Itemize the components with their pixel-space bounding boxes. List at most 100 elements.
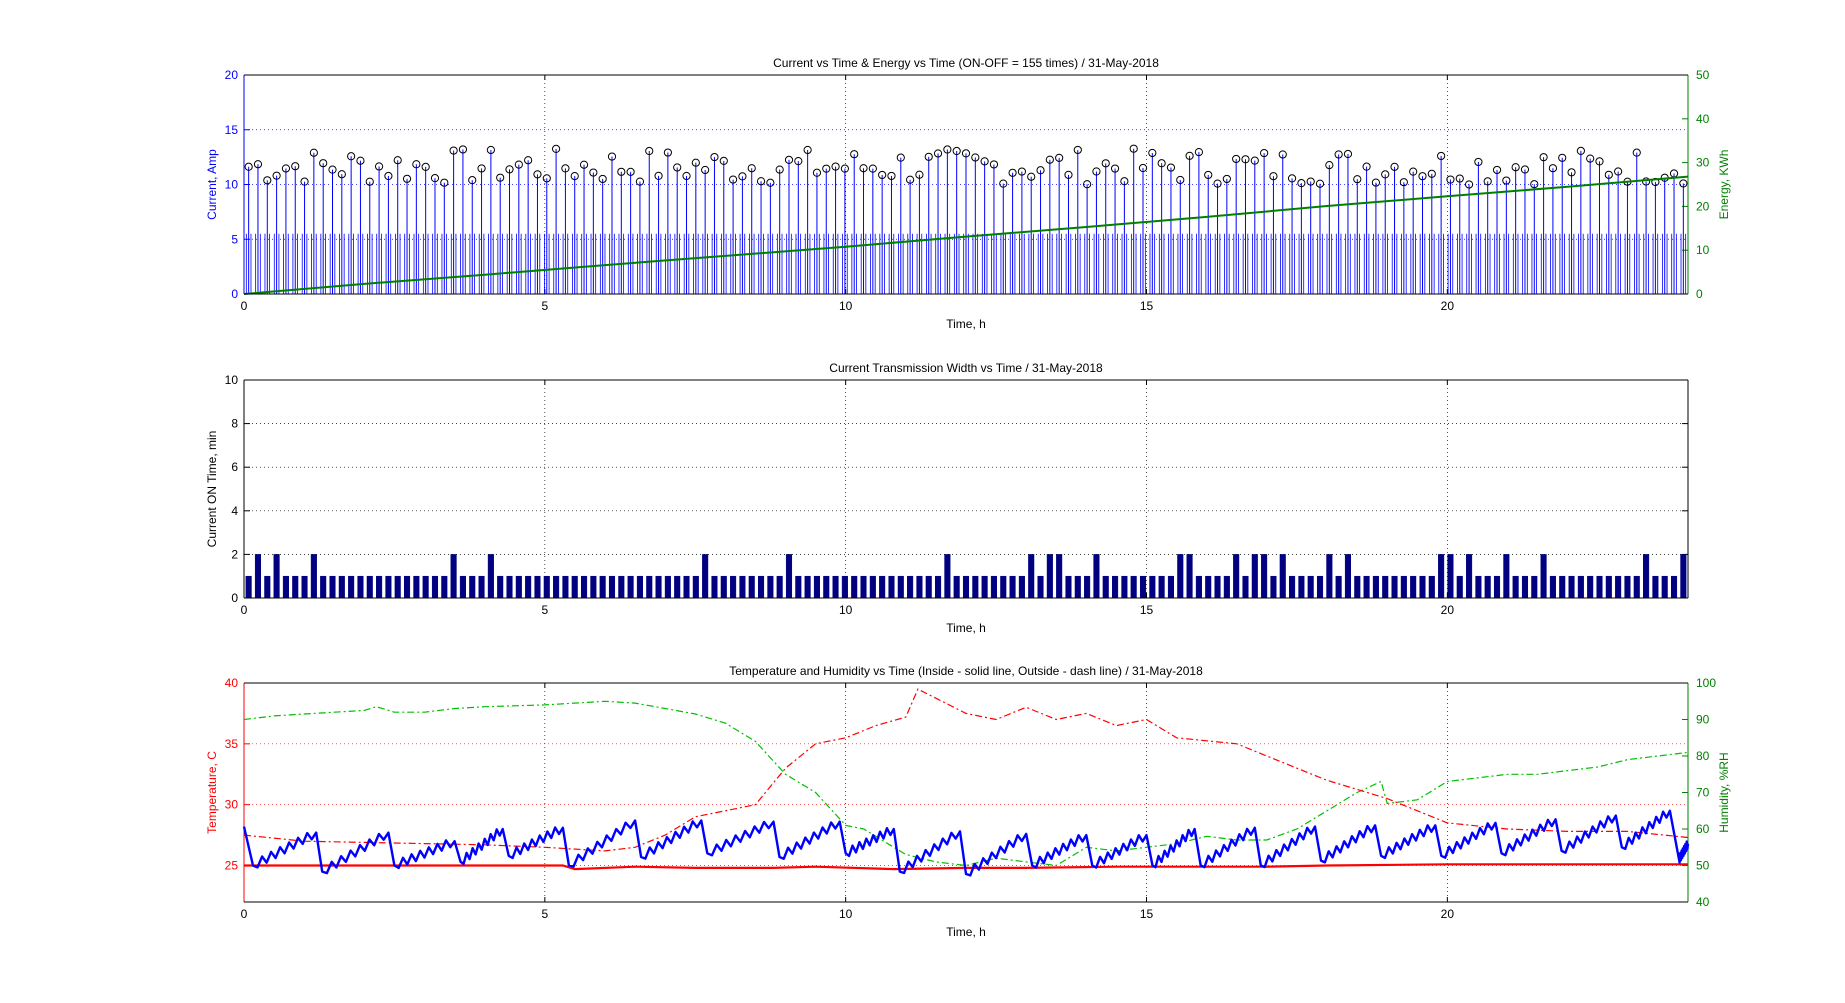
on-time-bar-102: [1195, 575, 1202, 599]
y-axis-label-0: Current, Amp: [205, 149, 219, 220]
on-time-bar-5: [292, 575, 299, 599]
on-time-bar-18: [413, 575, 420, 599]
on-time-bar-29: [515, 575, 522, 599]
current-peak-marker-0: [244, 162, 253, 171]
current-peak-marker-85: [1036, 166, 1045, 175]
current-peak-marker-21: [440, 178, 449, 187]
current-peak-marker-136: [1511, 163, 1520, 172]
x-tick-label-2-0: 0: [241, 907, 248, 921]
on-time-bar-120: [1363, 575, 1370, 599]
current-peak-marker-96: [1138, 163, 1148, 173]
on-time-bar-60: [804, 575, 811, 599]
on-time-bar-108: [1251, 554, 1258, 599]
y-tick-label-0-4: 20: [225, 68, 239, 82]
current-peak-marker-35: [570, 171, 579, 181]
y-tick-label-2-0: 25: [225, 859, 239, 873]
on-time-bar-53: [739, 575, 746, 599]
on-time-bar-58: [785, 554, 793, 599]
current-peak-marker-88: [1064, 170, 1073, 179]
current-peak-marker-10: [337, 170, 346, 179]
on-time-bar-54: [748, 575, 755, 599]
y-tick-label-1-1: 2: [231, 547, 238, 561]
current-peak-marker-139: [1539, 153, 1548, 162]
on-time-bar-147: [1615, 575, 1622, 599]
current-peak-marker-66: [859, 164, 868, 173]
y-tick-label-0-0: 0: [231, 287, 238, 301]
on-time-bar-143: [1577, 575, 1584, 599]
on-time-bar-138: [1531, 575, 1538, 599]
on-time-bar-132: [1475, 575, 1482, 599]
current-peak-marker-36: [579, 160, 589, 169]
current-peak-marker-74: [933, 149, 943, 158]
current-peak-marker-97: [1148, 148, 1157, 158]
current-peak-marker-40: [617, 167, 626, 176]
y-axis-label-2: Temperature, C: [205, 751, 219, 834]
on-time-bar-133: [1484, 575, 1491, 599]
current-peak-marker-18: [412, 160, 421, 169]
current-peak-marker-109: [1260, 148, 1269, 158]
on-time-bars: [245, 554, 1687, 599]
current-peak-marker-48: [691, 158, 700, 167]
on-time-bar-67: [869, 575, 876, 599]
current-peak-marker-79: [980, 157, 989, 166]
x-tick-label-1-1: 5: [541, 603, 548, 617]
current-peak-marker-23: [458, 145, 468, 154]
on-time-bar-146: [1605, 575, 1612, 599]
current-peak-marker-41: [626, 167, 635, 176]
energy-line: [243, 175, 1689, 295]
current-peak-marker-140: [1548, 164, 1558, 173]
y-tick-label-2-1: 30: [225, 798, 239, 812]
y-tick-label-1-4: 8: [231, 417, 238, 431]
current-peak-marker-144: [1586, 154, 1595, 163]
current-peak-marker-91: [1092, 167, 1101, 176]
current-peak-marker-95: [1129, 144, 1138, 153]
current-peak-marker-55: [756, 177, 766, 186]
current-peak-marker-103: [1204, 170, 1213, 180]
on-time-bar-124: [1400, 575, 1407, 599]
current-peak-marker-124: [1399, 178, 1408, 187]
current-peak-marker-13: [365, 177, 374, 186]
on-time-bar-116: [1326, 554, 1333, 599]
on-time-bar-11: [348, 575, 355, 599]
x-tick-label-2-3: 15: [1140, 907, 1154, 921]
current-peak-marker-17: [402, 174, 412, 183]
y-tick-label-1-5: 10: [225, 373, 239, 387]
inside-humidity-line: [242, 809, 1690, 877]
current-peak-marker-28: [505, 165, 514, 174]
chart-title-0: Current vs Time & Energy vs Time (ON-OFF…: [773, 56, 1159, 70]
current-peak-marker-83: [1017, 167, 1026, 176]
current-peak-marker-19: [421, 162, 430, 171]
current-peak-marker-44: [654, 171, 663, 180]
on-time-bar-70: [897, 575, 904, 599]
on-time-bar-32: [543, 575, 550, 599]
y-tick-label-2-2: 35: [225, 737, 239, 751]
on-time-bar-10: [338, 575, 345, 599]
current-peak-marker-82: [1008, 168, 1017, 177]
on-time-bar-40: [618, 575, 625, 599]
current-peak-marker-29: [514, 160, 523, 169]
current-peak-marker-137: [1520, 165, 1530, 174]
x-tick-label-1-0: 0: [241, 603, 248, 617]
on-time-bar-142: [1568, 575, 1575, 599]
current-peak-marker-12: [356, 156, 365, 165]
current-peak-marker-11: [347, 152, 356, 161]
on-time-bar-75: [944, 554, 951, 599]
on-time-bar-55: [758, 575, 765, 599]
on-time-bar-100: [1177, 554, 1184, 599]
current-peak-marker-92: [1101, 159, 1110, 168]
current-peak-marker-93: [1110, 164, 1120, 173]
current-peak-marker-132: [1474, 157, 1483, 167]
current-peak-marker-65: [850, 150, 859, 159]
current-peak-marker-119: [1353, 175, 1362, 184]
on-time-bar-22: [450, 554, 457, 599]
on-time-bar-17: [403, 575, 411, 599]
y-tick-label-1-2: 4: [231, 504, 238, 518]
current-peak-marker-56: [766, 178, 775, 187]
y-tick-label-2-3: 40: [225, 676, 239, 690]
on-time-bar-76: [953, 575, 960, 599]
y2-tick-label-2-6: 100: [1696, 676, 1716, 690]
current-peak-marker-70: [896, 153, 905, 162]
on-time-bar-1: [254, 554, 262, 599]
current-peak-marker-59: [794, 157, 803, 166]
current-peak-marker-30: [524, 156, 533, 165]
